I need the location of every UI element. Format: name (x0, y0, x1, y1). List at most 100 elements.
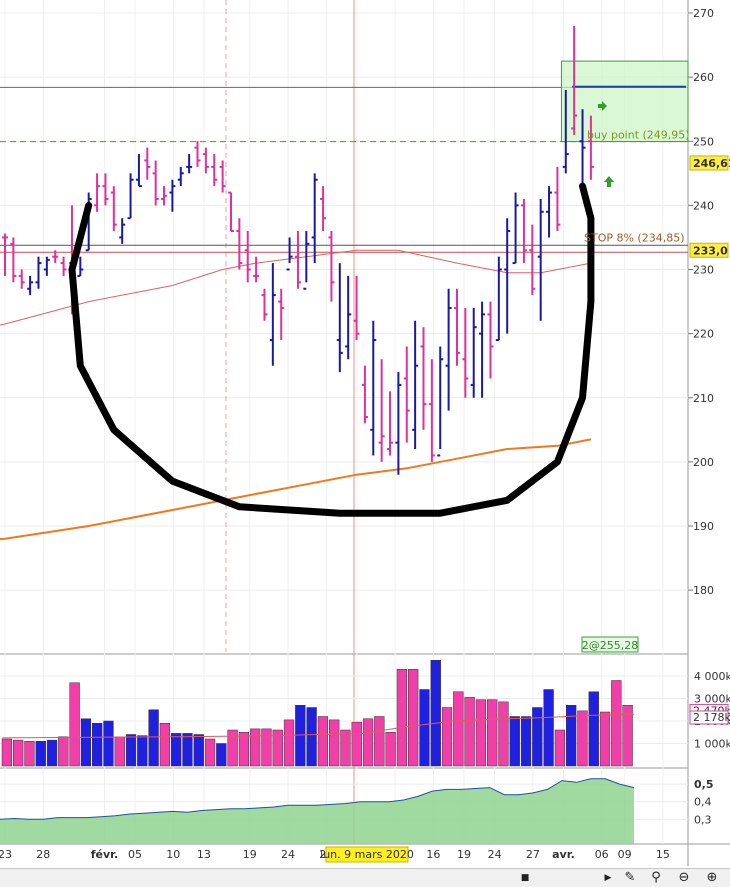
volume-bar (611, 680, 622, 767)
volume-bar (35, 741, 46, 767)
price-tick-label: 190 (693, 520, 714, 533)
x-tick-label: 24 (281, 848, 295, 861)
volume-bar (159, 723, 171, 767)
volume-bar (566, 705, 577, 767)
volume-bar (554, 729, 566, 767)
volume-bar (46, 739, 58, 767)
stop-annotation: STOP 8% (234,85) (584, 231, 685, 244)
volume-bar (137, 735, 148, 767)
price-label-text: 233,0 (693, 244, 728, 257)
volume-label-text: 2 178k (693, 711, 730, 724)
x-tick-label: 24 (488, 848, 502, 861)
volume-bar (464, 697, 475, 767)
volume-bar (385, 732, 396, 767)
x-tick-label: 10 (166, 848, 180, 861)
x-tick-label: 28 (36, 848, 50, 861)
volume-bar (509, 716, 520, 767)
x-tick-label: 13 (197, 848, 211, 861)
x-tick-label: 06 (595, 848, 609, 861)
volume-bar (272, 729, 283, 767)
volume-bar (80, 718, 92, 767)
volume-bar (599, 711, 611, 767)
volume-bar (261, 728, 272, 767)
volume-bar (396, 669, 408, 767)
volume-tick-label: 1 000k (694, 738, 730, 751)
volume-bar (216, 743, 227, 767)
price-label-box (689, 242, 729, 258)
status-bar: ▶ ■ ✎ ⚲ ⊖ ⊕ (0, 868, 730, 887)
volume-bar (329, 719, 340, 767)
indicator-area (0, 778, 634, 844)
volume-bar (238, 732, 250, 767)
volume-bar (475, 699, 487, 767)
volume-bar (408, 669, 419, 767)
price-tick-label: 180 (693, 584, 714, 597)
x-tick-label: 23 (0, 848, 12, 861)
cup-pattern-drawing (68, 182, 595, 517)
indicator-tick-label: 0,3 (694, 813, 712, 826)
signal-arrow-icon (598, 101, 607, 111)
indicator-tick-label: 0,4 (694, 796, 712, 809)
volume-bar (13, 739, 24, 767)
volume-bar (622, 705, 633, 767)
price-tick-label: 250 (693, 135, 714, 148)
volume-bar (317, 716, 329, 767)
volume-bar (103, 720, 114, 767)
price-tick-label: 220 (693, 328, 714, 341)
position-badge-label: 2@255,28 (582, 639, 639, 652)
volume-bar (171, 733, 182, 767)
x-tick-label: 27 (526, 848, 540, 861)
volume-bar (543, 689, 554, 767)
indicator-line (0, 778, 635, 820)
moving-average-long (0, 438, 592, 541)
volume-bar (182, 733, 193, 767)
volume-bar (125, 734, 137, 767)
volume-bar (227, 729, 238, 767)
x-tick-label: févr. (91, 848, 118, 861)
buy-arrow-icon (604, 176, 614, 187)
volume-bar (453, 691, 464, 767)
price-label-text: 246,61 (693, 157, 730, 170)
x-tick-label: 16 (426, 848, 440, 861)
volume-bar (193, 734, 204, 767)
price-tick-label: 270 (693, 7, 714, 20)
volume-bar (283, 719, 295, 767)
volume-bar (498, 701, 509, 767)
zoom-fit-icon[interactable]: ⚲ (651, 870, 661, 885)
chart-tool-icon[interactable]: ✎ (624, 870, 636, 885)
volume-bar (204, 738, 216, 767)
volume-bar (430, 660, 441, 767)
price-label-box (689, 155, 729, 171)
x-tick-label: 19 (457, 848, 471, 861)
volume-bar (1, 738, 13, 767)
scroll-right-icon[interactable]: ▶ (604, 873, 612, 883)
scroll-track-icon[interactable]: ■ (520, 873, 530, 883)
volume-bar (362, 718, 374, 767)
volume-bar (92, 723, 103, 767)
zoom-out-icon[interactable]: ⊖ (678, 870, 690, 885)
volume-bar (295, 705, 306, 767)
volume-bar (148, 709, 159, 767)
indicator-tick-label: 0,5 (694, 778, 714, 791)
volume-bar (374, 716, 385, 767)
volume-bar (114, 736, 125, 767)
volume-tick-label: 4 000k (694, 670, 730, 683)
zoom-in-icon[interactable]: ⊕ (706, 870, 718, 885)
crosshair-date-box (325, 846, 409, 863)
x-tick-label: 09 (618, 848, 632, 861)
volume-bar (487, 699, 498, 767)
volume-bar (306, 707, 317, 767)
price-tick-label: 230 (693, 264, 714, 277)
volume-bar (419, 689, 430, 767)
volume-bar (250, 728, 261, 767)
price-tick-label: 240 (693, 199, 714, 212)
volume-bar (520, 716, 532, 767)
volume-bar (340, 729, 351, 767)
volume-average-line (1, 713, 635, 739)
volume-tick-label: 3 000k (694, 693, 730, 706)
crosshair-date-label: lun. 9 mars 2020 (320, 848, 414, 861)
volume-bar (588, 691, 599, 767)
x-tick-label: 05 (128, 848, 142, 861)
x-tick-label: avr. (552, 848, 575, 861)
